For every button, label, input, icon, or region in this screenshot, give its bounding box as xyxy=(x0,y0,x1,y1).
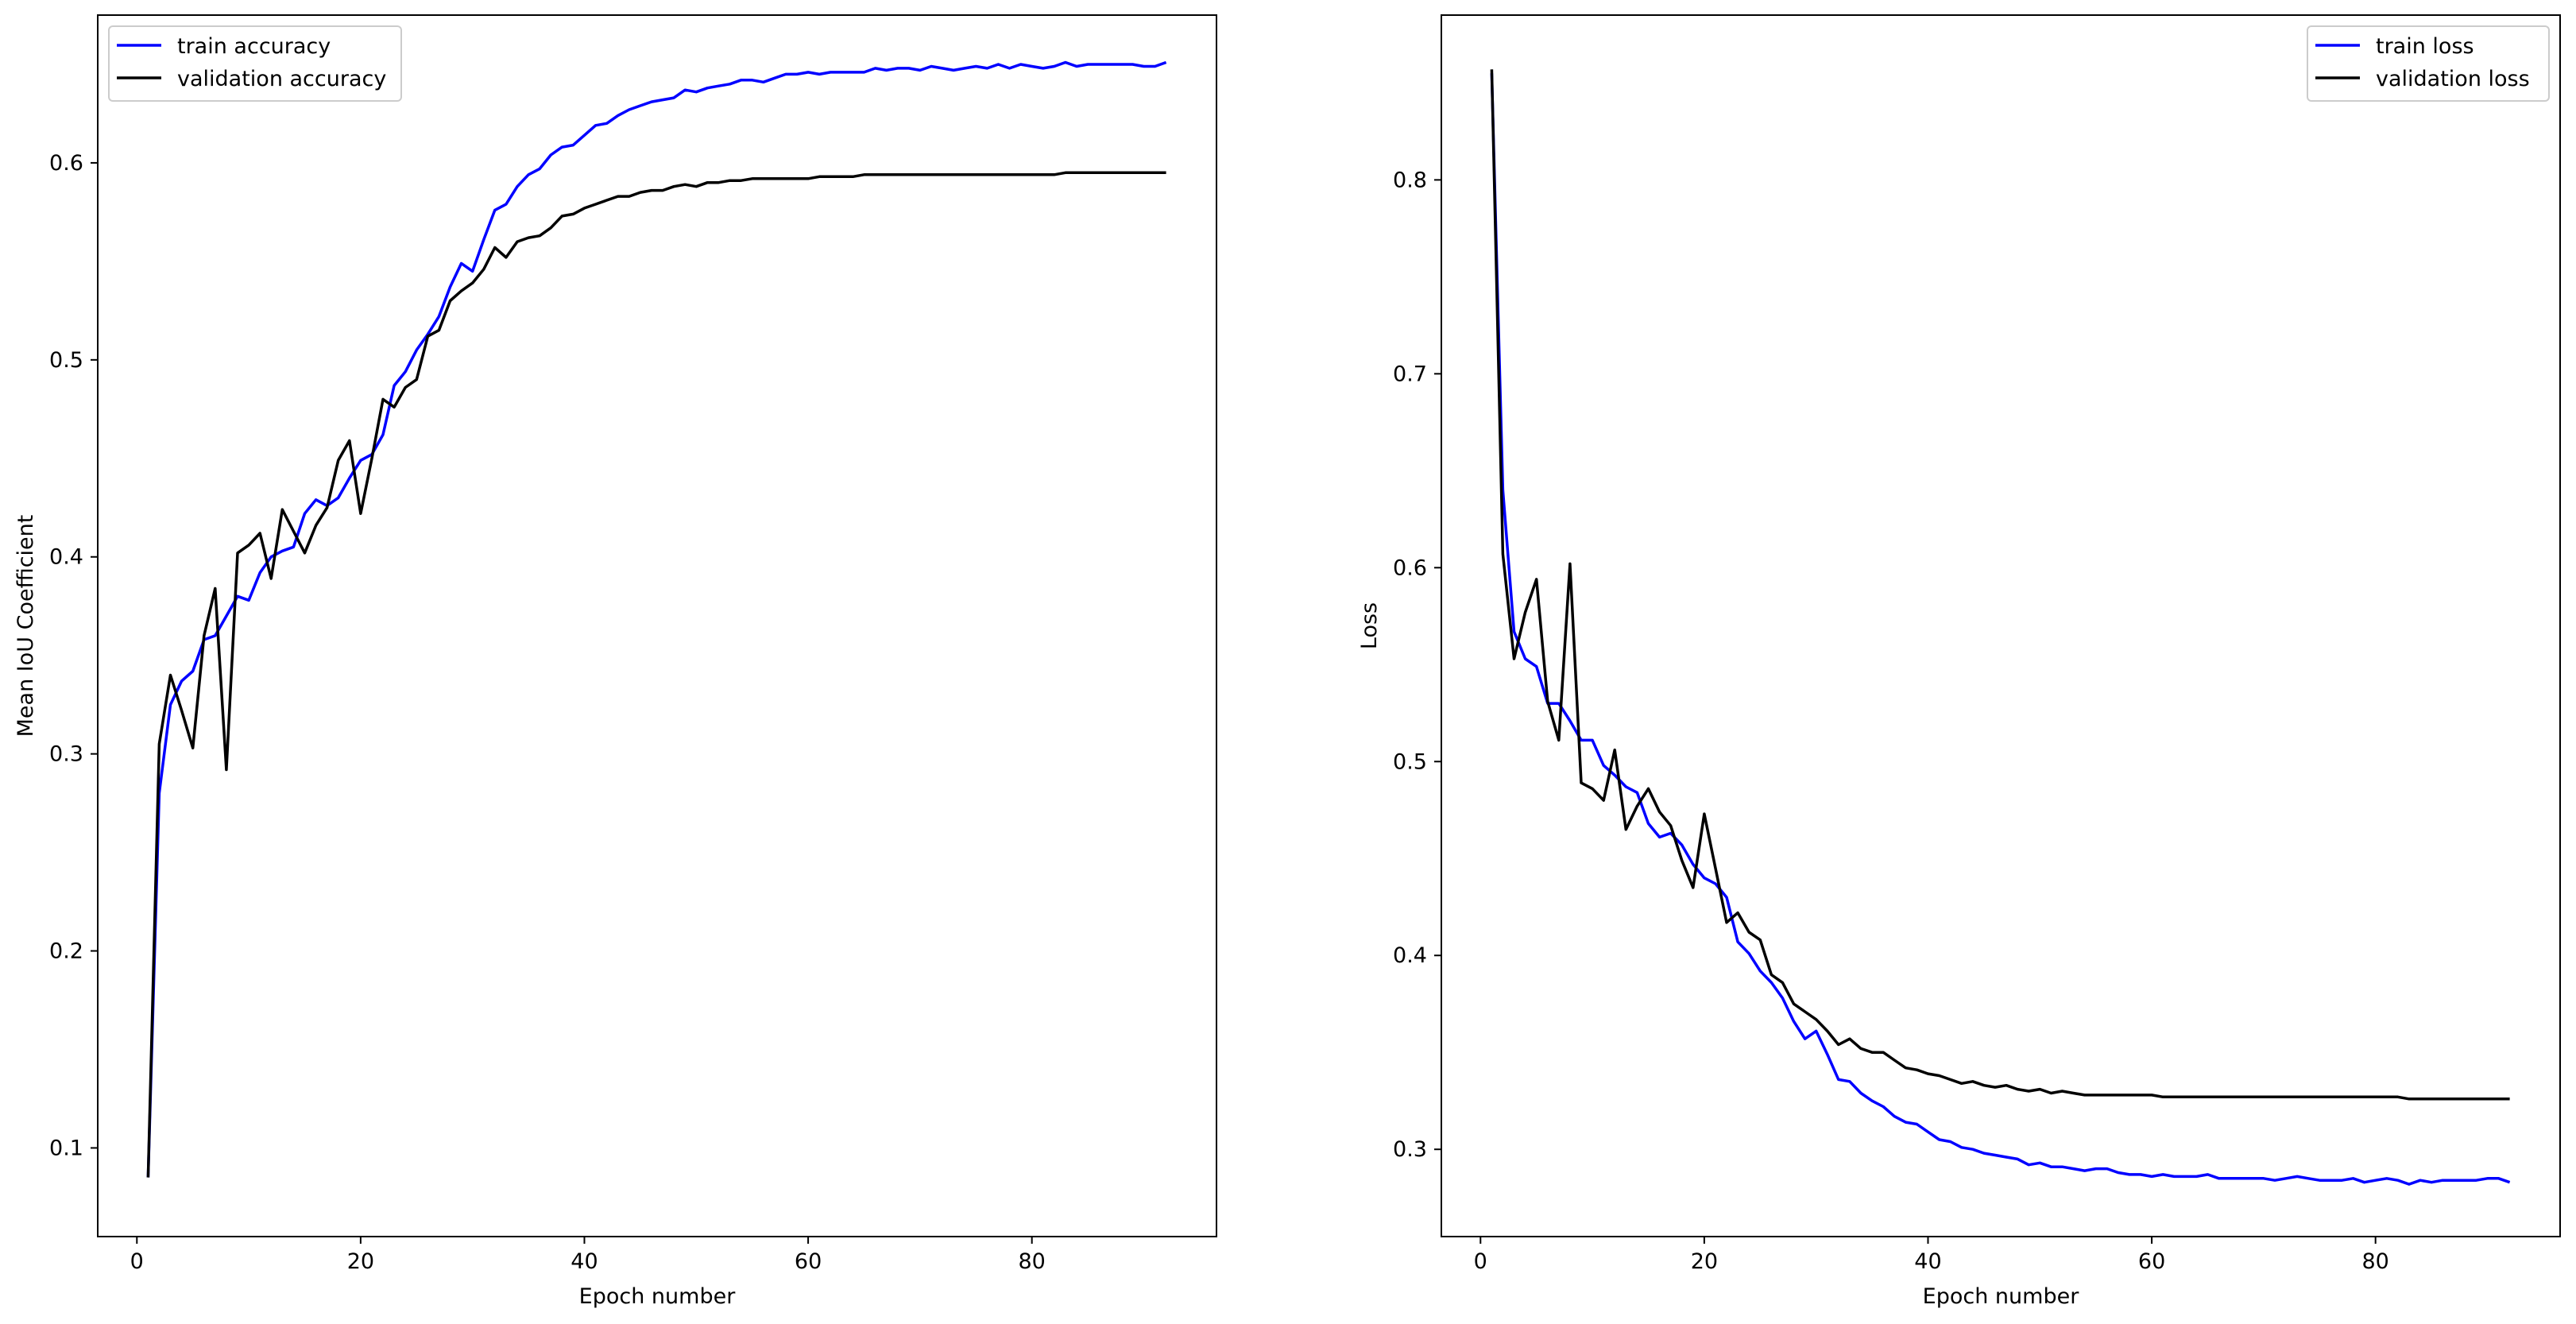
loss-chart: 0 20 40 60 80 0.3 0.4 0.5 0.6 0.7 0.8 Epoch number… xyxy=(1357,14,2561,1309)
accuracy-chart-legend: train accuracy validation accuracy xyxy=(108,25,402,102)
accuracy-chart-y-axis-label: Mean IoU Coefficient xyxy=(14,515,38,737)
accuracy-chart-x-tick-label-60: 60 xyxy=(795,1249,822,1274)
loss-chart-ticks: 0 20 40 60 80 0.3 0.4 0.5 0.6 0.7 0.8 xyxy=(1393,168,2389,1274)
loss-chart-legend-label-validation: validation loss xyxy=(2376,67,2530,91)
accuracy-chart-y-tick-label-0.1: 0.1 xyxy=(49,1136,83,1160)
accuracy-chart-legend-label-validation: validation accuracy xyxy=(177,67,386,91)
loss-chart-x-tick-label-40: 40 xyxy=(1914,1249,1941,1274)
accuracy-chart-legend-label-train: train accuracy xyxy=(177,34,331,59)
loss-chart-y-tick-label-0.6: 0.6 xyxy=(1393,556,1427,580)
loss-chart-y-axis-label: Loss xyxy=(1357,602,1382,649)
accuracy-chart-series-line-train xyxy=(146,60,1167,1178)
accuracy-chart: 0 20 40 60 80 0.1 0.2 0.3 0.4 0.5 0.6 Epoch number… xyxy=(14,14,1217,1309)
accuracy-chart-y-tick-label-0.5: 0.5 xyxy=(49,348,83,373)
loss-chart-y-tick-label-0.7: 0.7 xyxy=(1393,362,1427,386)
loss-chart-y-tick-label-0.8: 0.8 xyxy=(1393,168,1427,192)
loss-chart-series-line-train xyxy=(1490,73,2511,1186)
loss-chart-x-tick-label-60: 60 xyxy=(2138,1249,2165,1274)
accuracy-chart-legend-box xyxy=(108,25,402,102)
accuracy-chart-frame xyxy=(97,14,1217,1237)
accuracy-chart-x-tick-label-40: 40 xyxy=(571,1249,598,1274)
loss-chart-y-tick-label-0.3: 0.3 xyxy=(1393,1137,1427,1162)
accuracy-chart-x-axis-label: Epoch number xyxy=(579,1284,737,1309)
loss-chart-y-tick-label-0.4: 0.4 xyxy=(1393,943,1427,968)
loss-chart-legend: train loss validation loss xyxy=(2307,25,2550,102)
accuracy-chart-lines xyxy=(146,60,1167,1178)
accuracy-chart-y-tick-label-0.6: 0.6 xyxy=(49,151,83,176)
accuracy-chart-y-tick-label-0.2: 0.2 xyxy=(49,939,83,964)
loss-chart-x-tick-label-20: 20 xyxy=(1691,1249,1718,1274)
loss-chart-y-tick-label-0.5: 0.5 xyxy=(1393,749,1427,774)
accuracy-chart-x-tick-label-0: 0 xyxy=(130,1249,144,1274)
loss-chart-legend-label-train: train loss xyxy=(2376,34,2474,59)
accuracy-chart-y-tick-label-0.4: 0.4 xyxy=(49,545,83,570)
loss-chart-frame xyxy=(1441,14,2561,1237)
loss-chart-x-axis-label: Epoch number xyxy=(1923,1284,2080,1309)
accuracy-chart-y-tick-label-0.3: 0.3 xyxy=(49,742,83,767)
loss-chart-x-tick-label-80: 80 xyxy=(2362,1249,2389,1274)
accuracy-chart-ticks: 0 20 40 60 80 0.1 0.2 0.3 0.4 0.5 0.6 xyxy=(49,151,1046,1274)
accuracy-chart-series-line-validation xyxy=(146,171,1166,1178)
accuracy-chart-x-tick-label-80: 80 xyxy=(1019,1249,1046,1274)
loss-chart-legend-box xyxy=(2307,25,2550,102)
accuracy-chart-x-tick-label-20: 20 xyxy=(347,1249,374,1274)
loss-chart-lines xyxy=(1490,69,2511,1186)
loss-chart-series-line-validation xyxy=(1490,69,2510,1101)
loss-chart-x-tick-label-0: 0 xyxy=(1474,1249,1487,1274)
